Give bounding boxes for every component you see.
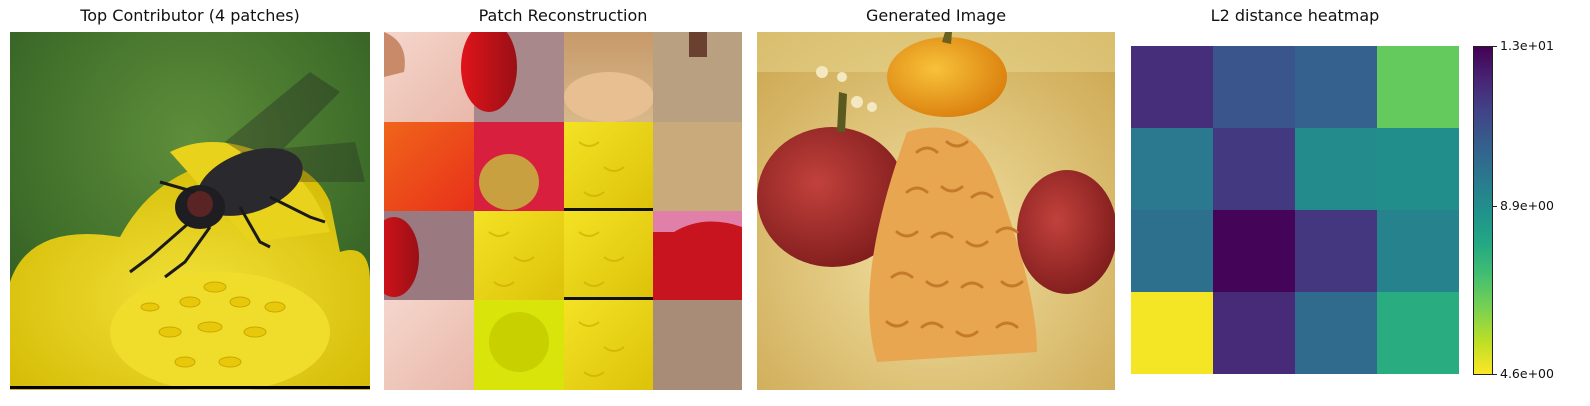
heatmap-cell-r3-c3 — [1377, 292, 1459, 374]
heatmap-cell-r0-c1 — [1213, 46, 1296, 129]
heatmap-cell-r3-c1 — [1213, 292, 1296, 374]
heatmap-cell-r1-c2 — [1295, 128, 1378, 211]
fly-on-yellow-flower-photo — [10, 32, 370, 390]
colorbar-tick-mark — [1493, 46, 1497, 47]
contributor-title: Top Contributor (4 patches) — [80, 6, 300, 25]
generated-image — [757, 32, 1115, 390]
heatmap-cell-r2-c3 — [1377, 210, 1459, 293]
colorbar-tick-mark — [1493, 206, 1497, 208]
generated-title: Generated Image — [865, 6, 1007, 25]
heatmap-cell-r0-c3 — [1377, 46, 1459, 129]
heatmap-title: L2 distance heatmap — [1210, 6, 1380, 25]
contributor-bottom-edge — [10, 386, 370, 389]
reconstruction-image — [384, 32, 742, 390]
heatmap-cell-r0-c2 — [1295, 46, 1378, 129]
reconstruction-title: Patch Reconstruction — [478, 6, 648, 25]
colorbar-tick-label: 1.3e+01 — [1500, 38, 1554, 53]
heatmap-cell-r1-c0 — [1131, 128, 1214, 211]
red-peppers-and-grated-cheese-photo — [757, 32, 1115, 390]
contributor-image — [10, 32, 370, 390]
heatmap-cell-r2-c2 — [1295, 210, 1378, 293]
colorbar-tick-label: 4.6e+00 — [1500, 366, 1554, 381]
heatmap-cell-r2-c0 — [1131, 210, 1214, 293]
colorbar-tick-mark — [1493, 374, 1497, 375]
patch-mosaic-photo — [384, 32, 742, 390]
heatmap-cell-r2-c1 — [1213, 210, 1296, 293]
heatmap-cell-r1-c1 — [1213, 128, 1296, 211]
l2-heatmap — [1131, 46, 1459, 374]
heatmap-cell-r1-c3 — [1377, 128, 1459, 211]
colorbar-tick-label: 8.9e+00 — [1500, 198, 1554, 214]
colorbar-gradient — [1473, 46, 1493, 375]
heatmap-cell-r3-c2 — [1295, 292, 1378, 374]
heatmap-cell-r0-c0 — [1131, 46, 1214, 129]
heatmap-cell-r3-c0 — [1131, 292, 1214, 374]
colorbar — [1473, 46, 1493, 375]
